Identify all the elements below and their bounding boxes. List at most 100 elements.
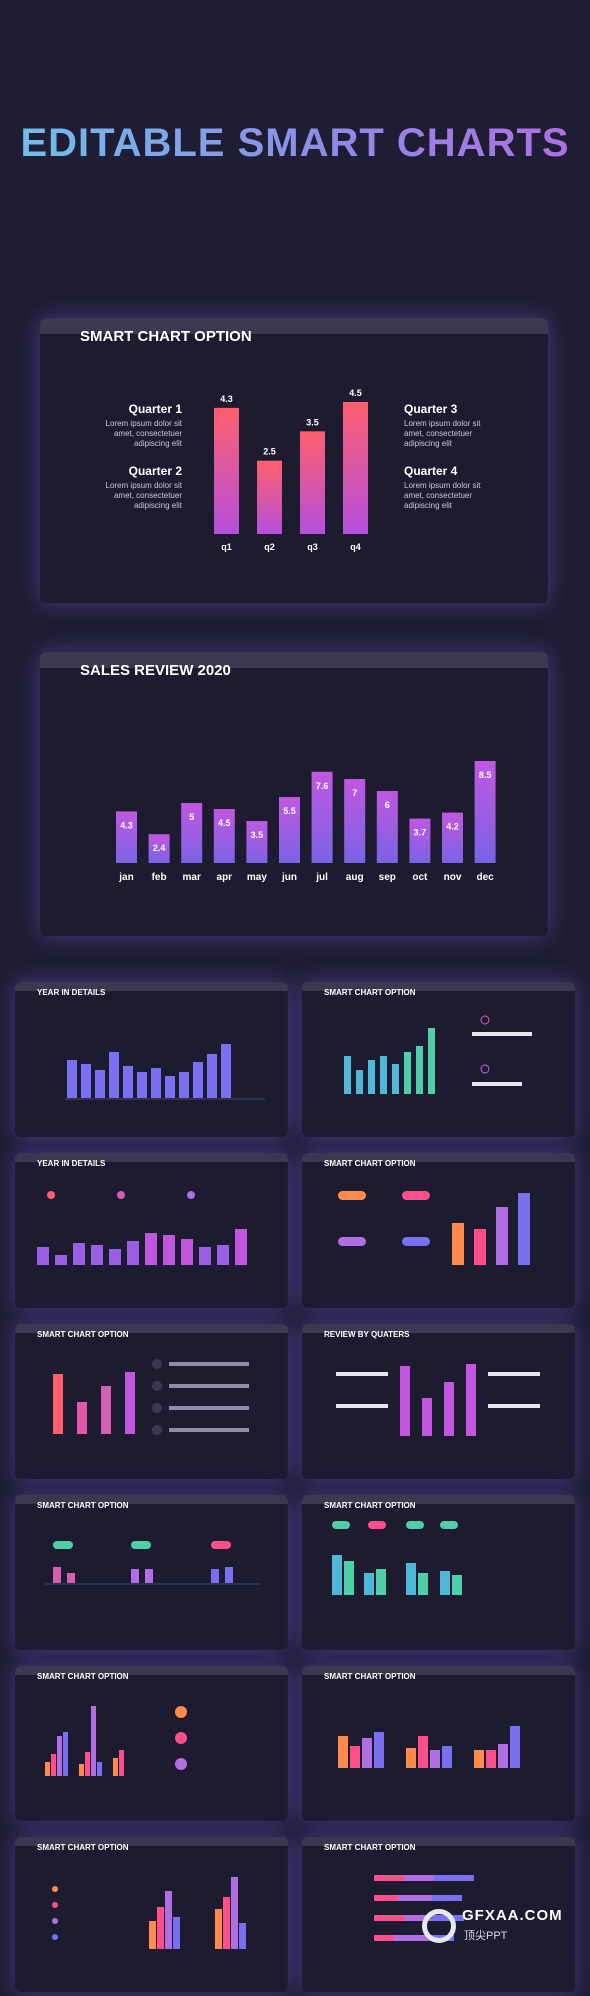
thumb-smart-chart-8[interactable]: SMART CHART OPTION — [302, 1495, 575, 1650]
thumb-title: SMART CHART OPTION — [37, 1672, 129, 1681]
thumb-title: SMART CHART OPTION — [324, 988, 416, 997]
thumb-smart-chart-2[interactable]: SMART CHART OPTION — [302, 982, 575, 1137]
quarter-2-heading: Quarter 2 — [128, 464, 182, 478]
bar-jul — [311, 771, 333, 863]
quarter-2-text: Lorem ipsum dolor sit amet, consectetuer… — [105, 481, 182, 510]
bar-value-label: 8.5 — [479, 770, 492, 780]
slide-topbar — [40, 652, 548, 668]
category-label: jan — [118, 872, 133, 883]
quarter-4-heading: Quarter 4 — [404, 464, 458, 478]
thumb-title: SMART CHART OPTION — [324, 1843, 416, 1852]
bar-value-label: 7 — [352, 788, 357, 798]
bar-value-label: 4.5 — [349, 388, 362, 398]
category-label: q4 — [350, 542, 361, 552]
bar-dec — [474, 761, 496, 863]
bar-q4 — [343, 402, 368, 534]
thumb-preview — [338, 1191, 530, 1265]
slide-title: SMART CHART OPTION — [80, 328, 252, 345]
quarter-4-text: Lorem ipsum dolor sit amet, consectetuer… — [404, 481, 481, 510]
bar-q1 — [214, 407, 239, 534]
bar-value-label: 7.6 — [316, 781, 329, 791]
bar-value-label: 4.3 — [220, 394, 233, 404]
quarter-1-text: Lorem ipsum dolor sit amet, consectetuer… — [105, 419, 182, 448]
quarter-3-text: Lorem ipsum dolor sit amet, consectetuer… — [404, 419, 481, 448]
thumb-topbar — [15, 1324, 288, 1333]
category-label: jun — [281, 872, 297, 883]
thumb-title: REVIEW BY QUATERS — [324, 1330, 410, 1339]
thumb-preview — [53, 1359, 249, 1435]
thumb-title: SMART CHART OPTION — [37, 1330, 129, 1339]
thumb-preview — [65, 1044, 265, 1100]
monthly-sales-bar-chart: 4.3 jan 2.4 feb 5 mar 4.5 apr 3.5 may 5.5 jun 7.6 jul… — [116, 761, 496, 883]
thumb-review-by-quaters[interactable]: REVIEW BY QUATERS — [302, 1324, 575, 1479]
thumb-title: SMART CHART OPTION — [324, 1159, 416, 1168]
quarter-bar-chart: 4.3 q1 2.5 q2 3.5 q3 4.5 q4 — [214, 388, 368, 552]
thumb-topbar — [15, 982, 288, 991]
category-label: nov — [444, 872, 462, 883]
bar-value-label: 5 — [189, 812, 194, 822]
bar-jun — [279, 797, 300, 863]
thumb-title: SMART CHART OPTION — [324, 1672, 416, 1681]
slide-topbar — [40, 318, 548, 334]
bar-feb — [148, 834, 170, 863]
bar-value-label: 3.5 — [251, 830, 264, 840]
slide-title: SALES REVIEW 2020 — [80, 662, 231, 679]
bar-value-label: 4.5 — [218, 818, 231, 828]
thumb-preview — [45, 1706, 187, 1776]
thumb-preview — [52, 1877, 246, 1949]
bar-jan — [116, 811, 137, 863]
page-title: EDITABLE SMART CHARTS — [0, 118, 590, 168]
thumb-year-in-details-1[interactable]: YEAR IN DETAILS — [15, 982, 288, 1137]
category-label: sep — [379, 872, 396, 883]
category-label: apr — [217, 872, 233, 883]
bar-sep — [376, 791, 398, 863]
thumb-topbar — [302, 1837, 575, 1846]
thumb-topbar — [302, 1324, 575, 1333]
thumb-smart-chart-5[interactable]: SMART CHART OPTION — [15, 1324, 288, 1479]
bar-value-label: 2.5 — [263, 447, 276, 457]
thumb-title: YEAR IN DETAILS — [37, 988, 106, 997]
category-label: q3 — [307, 542, 318, 552]
thumb-year-in-details-3[interactable]: YEAR IN DETAILS — [15, 1153, 288, 1308]
watermark: GFXAA.COM 顶尖PPT — [422, 1903, 582, 1953]
thumb-smart-chart-7[interactable]: SMART CHART OPTION — [15, 1495, 288, 1650]
bar-value-label: 2.4 — [153, 843, 166, 853]
bar-apr — [213, 809, 235, 863]
thumb-topbar — [302, 1495, 575, 1504]
category-label: feb — [152, 872, 167, 883]
slide-sales-review: SALES REVIEW 2020 4.3 jan 2.4 feb 5 mar 4.5 apr… — [40, 652, 548, 936]
category-label: oct — [412, 872, 428, 883]
thumb-preview — [332, 1521, 462, 1595]
category-label: mar — [183, 872, 201, 883]
bar-may — [246, 821, 268, 863]
thumb-topbar — [15, 1153, 288, 1162]
watermark-name: GFXAA.COM — [462, 1907, 563, 1924]
watermark-sub: 顶尖PPT — [464, 1930, 508, 1942]
thumb-preview — [338, 1726, 520, 1768]
category-label: jul — [315, 872, 328, 883]
bar-value-label: 3.7 — [414, 828, 427, 838]
thumb-smart-chart-9[interactable]: SMART CHART OPTION — [15, 1666, 288, 1821]
category-label: aug — [346, 872, 364, 883]
quarter-1-heading: Quarter 1 — [128, 402, 182, 416]
bar-mar — [181, 803, 203, 863]
thumb-smart-chart-4[interactable]: SMART CHART OPTION — [302, 1153, 575, 1308]
thumb-title: SMART CHART OPTION — [37, 1501, 129, 1510]
category-label: may — [247, 872, 267, 883]
bar-oct — [409, 818, 431, 863]
thumb-topbar — [302, 982, 575, 991]
category-label: q1 — [221, 542, 232, 552]
bar-value-label: 6 — [385, 800, 390, 810]
thumb-title: YEAR IN DETAILS — [37, 1159, 106, 1168]
thumb-preview — [45, 1541, 260, 1585]
bar-value-label: 5.5 — [283, 806, 296, 816]
thumb-preview — [344, 1015, 532, 1094]
thumb-smart-chart-10[interactable]: SMART CHART OPTION — [302, 1666, 575, 1821]
bar-q3 — [300, 431, 325, 534]
bar-value-label: 4.3 — [120, 820, 133, 830]
thumb-smart-chart-11[interactable]: SMART CHART OPTION — [15, 1837, 288, 1992]
category-label: q2 — [264, 542, 275, 552]
thumb-preview — [336, 1364, 540, 1436]
thumb-title: SMART CHART OPTION — [324, 1501, 416, 1510]
